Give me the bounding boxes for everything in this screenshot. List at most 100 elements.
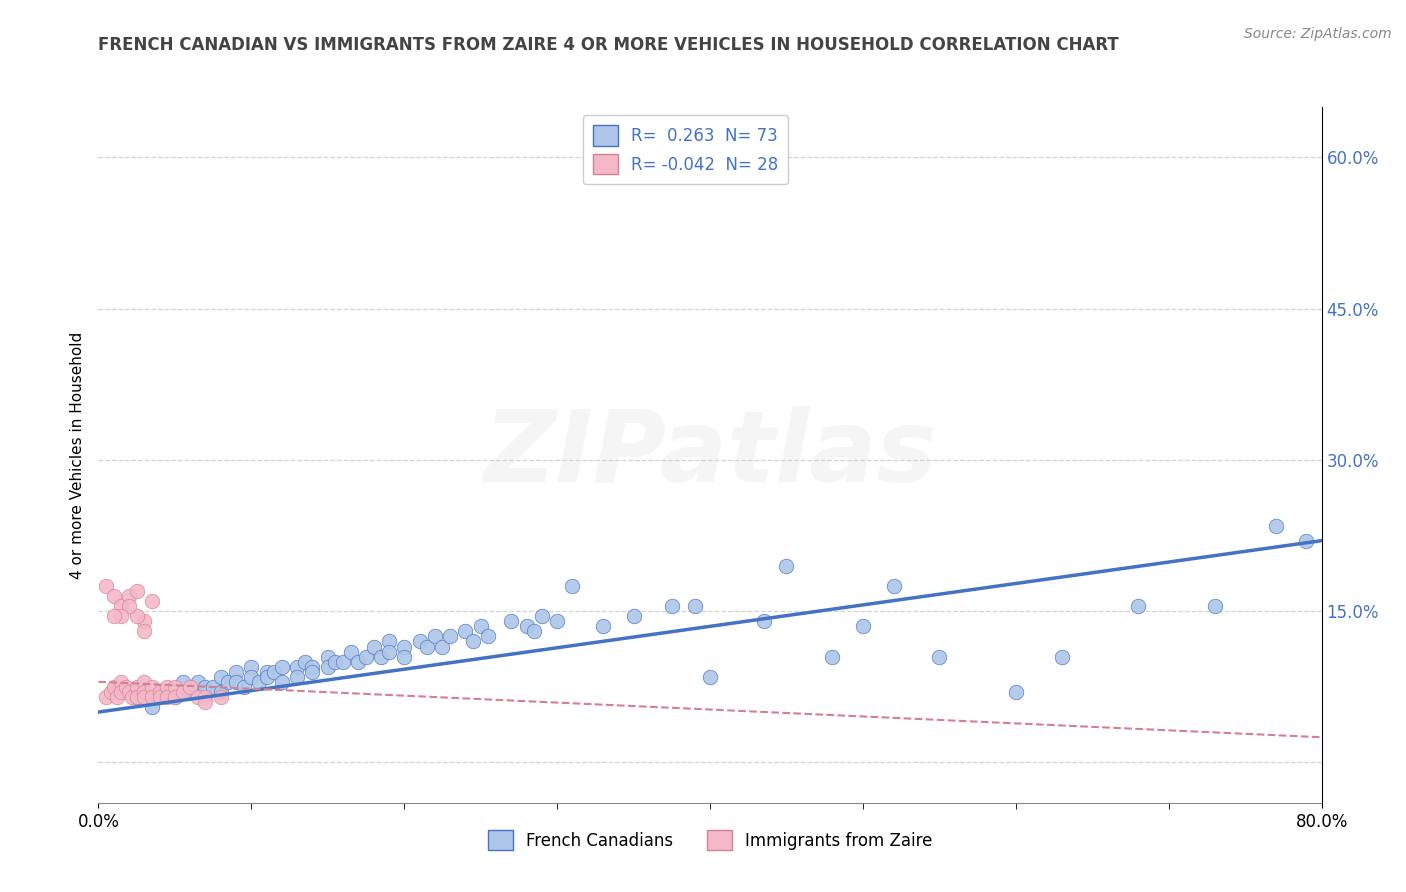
Point — [141, 700, 163, 714]
Point — [752, 615, 775, 629]
Point — [423, 629, 446, 643]
Point — [325, 655, 347, 669]
Point — [408, 634, 430, 648]
Point — [141, 680, 163, 694]
Point — [194, 690, 217, 704]
Point — [121, 690, 143, 704]
Point — [172, 685, 194, 699]
Point — [301, 659, 323, 673]
Point — [392, 649, 416, 664]
Text: FRENCH CANADIAN VS IMMIGRANTS FROM ZAIRE 4 OR MORE VEHICLES IN HOUSEHOLD CORRELA: FRENCH CANADIAN VS IMMIGRANTS FROM ZAIRE… — [98, 36, 1119, 54]
Point — [821, 649, 844, 664]
Point — [592, 619, 614, 633]
Point — [125, 584, 148, 599]
Point — [134, 690, 156, 704]
Point — [118, 599, 141, 614]
Point — [546, 615, 568, 629]
Point — [432, 640, 454, 654]
Point — [1128, 599, 1150, 614]
Text: ZIPatlas: ZIPatlas — [484, 407, 936, 503]
Point — [134, 674, 156, 689]
Point — [270, 674, 292, 689]
Point — [354, 649, 377, 664]
Point — [561, 579, 583, 593]
Point — [240, 670, 263, 684]
Point — [699, 670, 721, 684]
Point — [194, 680, 217, 694]
Point — [623, 609, 645, 624]
Point — [209, 690, 232, 704]
Point — [156, 680, 179, 694]
Point — [179, 685, 201, 699]
Point — [883, 579, 905, 593]
Point — [232, 680, 254, 694]
Point — [100, 685, 122, 699]
Point — [115, 680, 138, 694]
Point — [156, 690, 179, 704]
Point — [461, 634, 484, 648]
Point — [94, 690, 117, 704]
Point — [439, 629, 461, 643]
Point — [125, 680, 148, 694]
Point — [501, 615, 523, 629]
Point — [256, 665, 278, 679]
Point — [416, 640, 439, 654]
Point — [105, 690, 128, 704]
Point — [187, 674, 209, 689]
Point — [179, 680, 201, 694]
Point — [316, 659, 339, 673]
Point — [103, 680, 125, 694]
Point — [141, 690, 163, 704]
Point — [470, 619, 492, 633]
Point — [103, 589, 125, 603]
Point — [256, 670, 278, 684]
Point — [110, 674, 132, 689]
Point — [285, 670, 308, 684]
Y-axis label: 4 or more Vehicles in Household: 4 or more Vehicles in Household — [69, 331, 84, 579]
Point — [209, 685, 232, 699]
Point — [225, 674, 247, 689]
Point — [775, 558, 797, 573]
Point — [240, 659, 263, 673]
Point — [378, 634, 401, 648]
Legend: French Canadians, Immigrants from Zaire: French Canadians, Immigrants from Zaire — [481, 823, 939, 857]
Point — [163, 690, 186, 704]
Point — [134, 624, 156, 639]
Point — [661, 599, 683, 614]
Point — [125, 690, 148, 704]
Point — [347, 655, 370, 669]
Point — [172, 674, 194, 689]
Point — [149, 685, 172, 699]
Point — [209, 670, 232, 684]
Point — [392, 640, 416, 654]
Point — [263, 665, 285, 679]
Point — [149, 690, 172, 704]
Point — [270, 659, 292, 673]
Point — [285, 659, 308, 673]
Point — [247, 674, 270, 689]
Point — [110, 599, 132, 614]
Point — [316, 649, 339, 664]
Point — [134, 615, 156, 629]
Point — [217, 674, 239, 689]
Point — [194, 695, 217, 709]
Point — [523, 624, 546, 639]
Point — [163, 680, 186, 694]
Text: Source: ZipAtlas.com: Source: ZipAtlas.com — [1244, 27, 1392, 41]
Point — [294, 655, 316, 669]
Point — [370, 649, 392, 664]
Point — [477, 629, 499, 643]
Point — [225, 665, 247, 679]
Point — [141, 594, 163, 608]
Point — [683, 599, 706, 614]
Point — [103, 609, 125, 624]
Point — [110, 609, 132, 624]
Point — [94, 579, 117, 593]
Point — [1295, 533, 1317, 548]
Point — [332, 655, 354, 669]
Point — [149, 685, 172, 699]
Point — [1004, 685, 1026, 699]
Point — [928, 649, 950, 664]
Point — [118, 589, 141, 603]
Point — [110, 685, 132, 699]
